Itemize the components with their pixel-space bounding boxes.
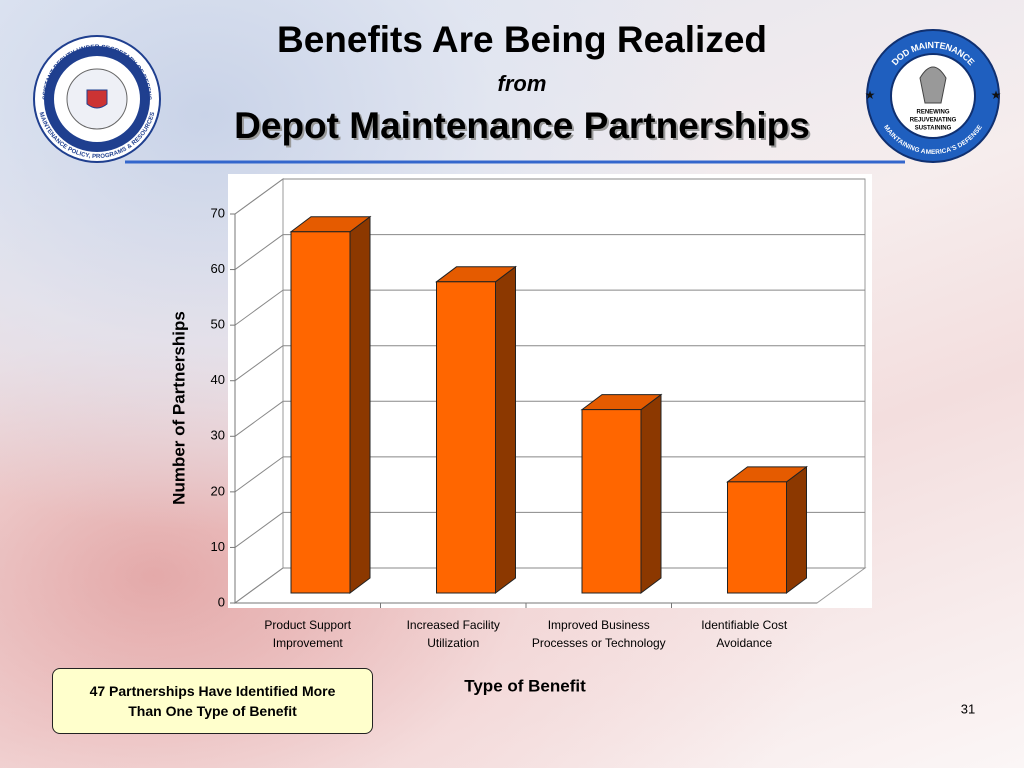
bar (436, 281, 496, 594)
title-shadow: Depot Maintenance Partnerships (236, 107, 812, 148)
grid-line (234, 178, 284, 215)
grid-line (234, 289, 284, 326)
y-tick-label: 30 (211, 428, 225, 443)
seal-text: RENEWING (917, 110, 950, 116)
y-tick-label: 60 (211, 261, 225, 276)
grid-line (234, 512, 284, 548)
x-axis-label: Type of Benefit (464, 676, 586, 695)
note-text: 47 Partnerships Have Identified More Tha… (89, 683, 336, 719)
bar (290, 231, 351, 594)
bar-side (640, 393, 662, 594)
seal-text: SUSTAINING (915, 126, 952, 132)
grid-line (234, 456, 284, 493)
y-tick-label: 20 (211, 483, 225, 498)
grid-line (234, 567, 284, 604)
title: Depot Maintenance Partnerships (234, 105, 810, 146)
svg-text:★: ★ (865, 88, 876, 102)
y-tick-label: 70 (211, 205, 225, 220)
x-tick-label: Increased Facility Utilization (406, 618, 500, 650)
bar-side (786, 465, 807, 594)
right-seal: ★ ★ DOD MAINTENANCE MAINTAINING AMERICA'… (865, 29, 1002, 163)
grid-line (234, 400, 284, 437)
note-box: 47 Partnerships Have Identified More Tha… (52, 668, 373, 734)
svg-text:★: ★ (991, 88, 1002, 102)
page-number: 31 (961, 701, 975, 716)
x-tick-label: Identifiable Cost Avoidance (701, 618, 788, 650)
bar-side (495, 265, 516, 594)
y-axis-label: Number of Partnerships (169, 311, 188, 505)
seal-text: REJUVENATING (910, 118, 957, 124)
bar (727, 481, 787, 594)
title: Benefits Are Being Realized (277, 19, 767, 60)
grid-line (234, 345, 284, 382)
side-wall (234, 178, 284, 604)
y-tick-label: 40 (211, 372, 225, 387)
y-tick-label: 10 (211, 539, 225, 554)
grid-line (234, 234, 284, 270)
x-tick-label: Improved Business Processes or Technolog… (531, 618, 666, 650)
subtitle: from (498, 71, 547, 96)
y-tick-label: 0 (218, 594, 225, 609)
bar-side (349, 215, 371, 594)
left-seal: ASSISTANT DEPUTY UNDER SECRETARY OF DEFE… (0, 0, 161, 163)
x-tick-label: Product Support Improvement (264, 618, 352, 650)
y-tick-label: 50 (211, 317, 225, 332)
bar (581, 409, 642, 594)
